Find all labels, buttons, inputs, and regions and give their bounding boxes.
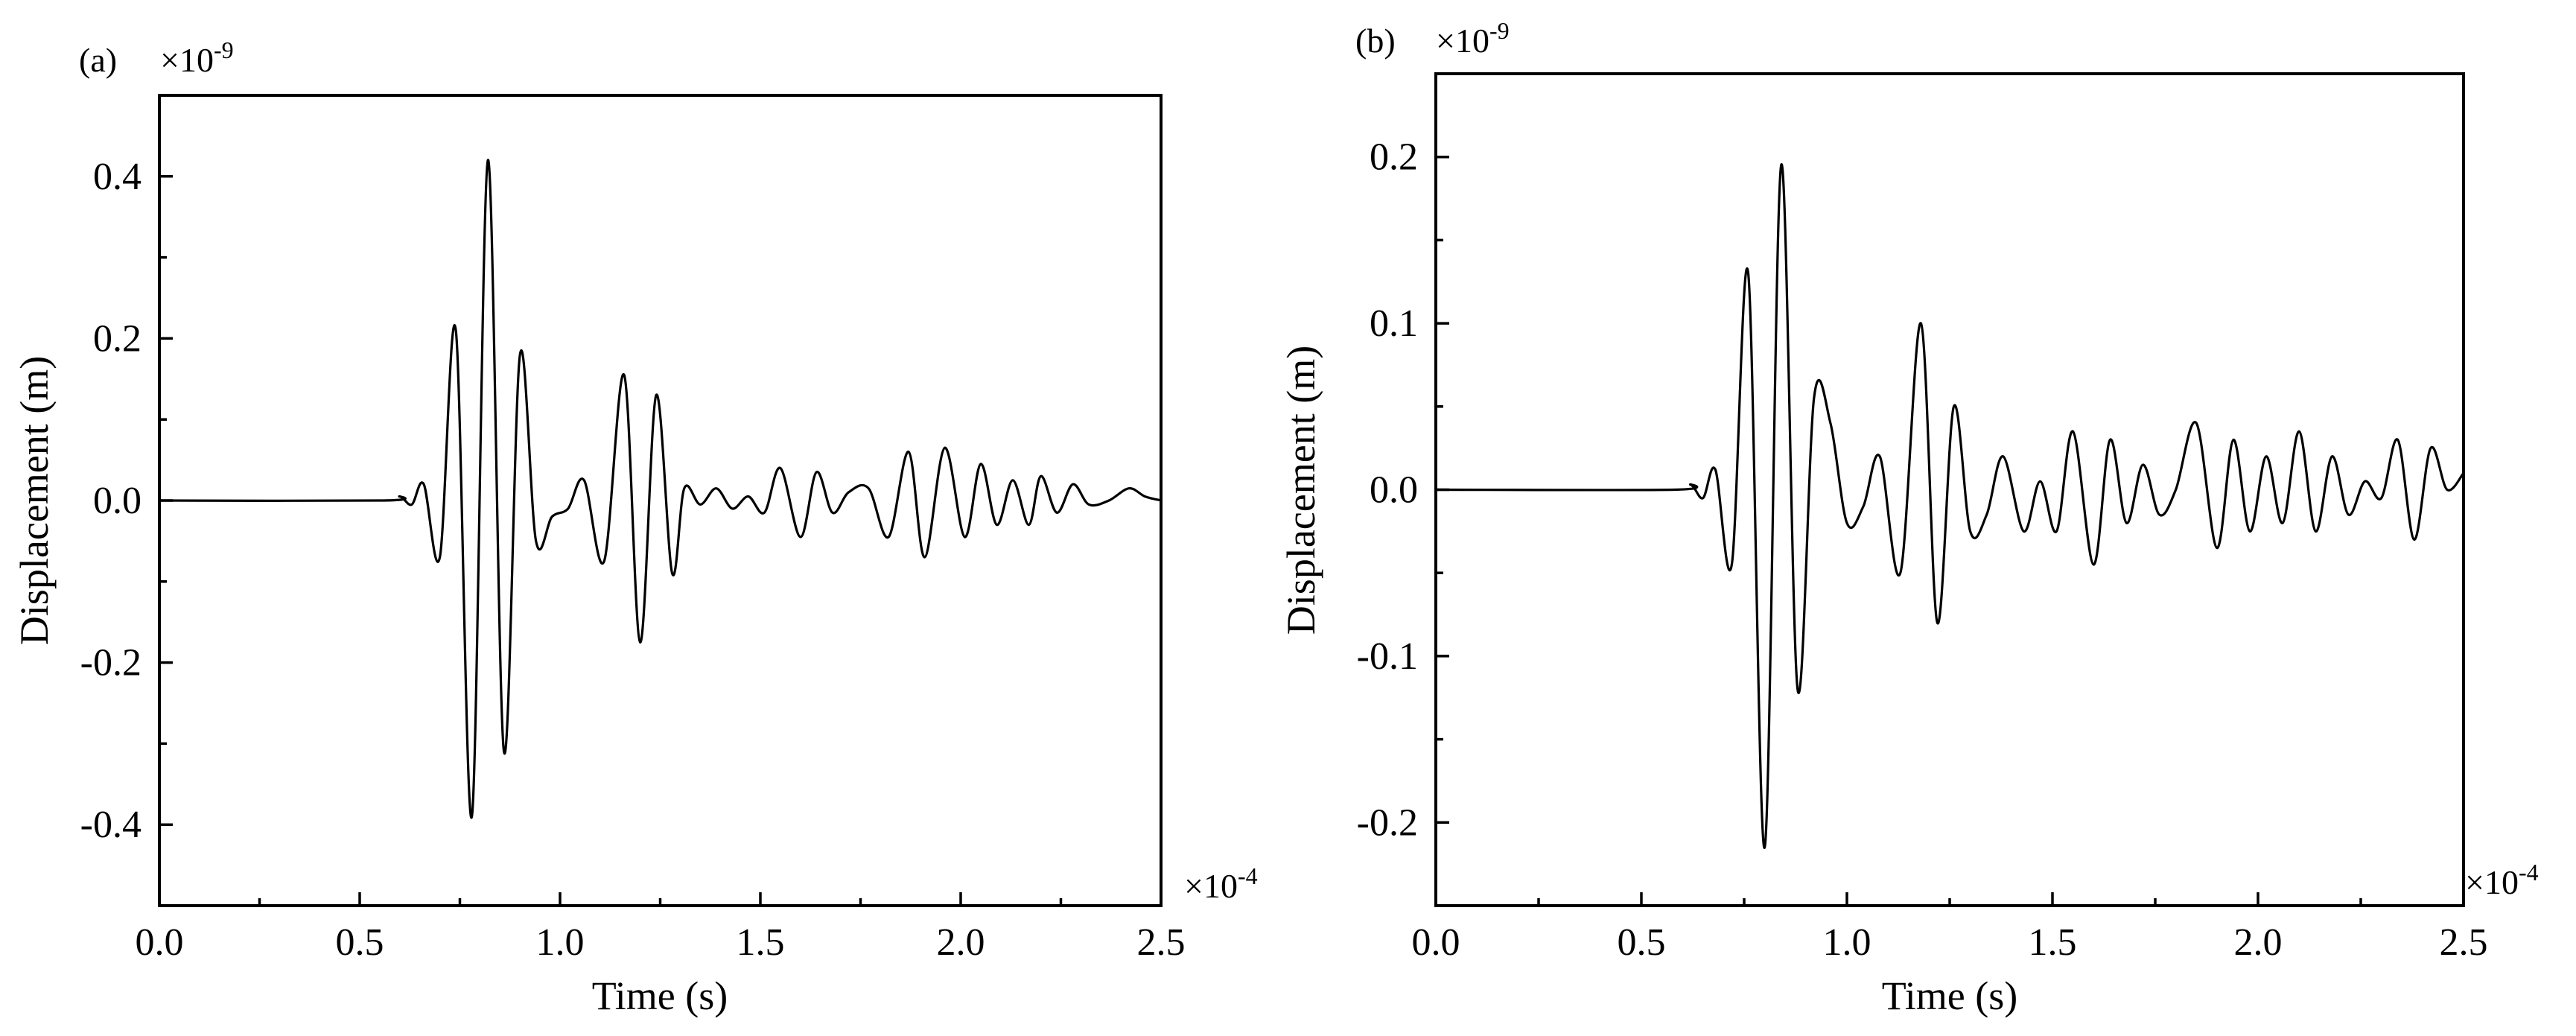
x-multiplier-a: ×10-4 (1184, 862, 1258, 905)
y-multiplier-a: ×10-9 (160, 36, 234, 79)
x-tick-label: 2.0 (937, 921, 985, 964)
panel-b: (b) ×10-9 ×10-4 -0.2 -0.1 0.0 0.1 0.2 0.0 0.5… (1279, 17, 2539, 1018)
x-tick-label: 1.5 (2029, 921, 2077, 964)
y-tick-label: 0.0 (1370, 469, 1418, 512)
panel-label-b: (b) (1355, 22, 1396, 60)
x-tick-label: 1.5 (737, 921, 785, 964)
x-axis-ticks-a: 0.0 0.5 1.0 1.5 2.0 2.5 (136, 892, 1186, 964)
x-axis-ticks-b: 0.0 0.5 1.0 1.5 2.0 2.5 (1412, 892, 2488, 964)
x-tick-label: 2.5 (1137, 921, 1186, 964)
x-tick-label: 2.0 (2234, 921, 2283, 964)
y-tick-label: 0.1 (1370, 302, 1418, 345)
x-axis-label-b: Time (s) (1882, 973, 2018, 1018)
x-tick-label: 0.5 (1618, 921, 1666, 964)
y-axis-label-b: Displacement (m) (1279, 346, 1323, 635)
y-tick-label: 0.4 (93, 156, 141, 198)
y-tick-label: -0.2 (1357, 801, 1418, 844)
x-tick-label: 0.0 (1412, 921, 1460, 964)
y-axis-ticks-b: -0.2 -0.1 0.0 0.1 0.2 (1357, 72, 1449, 907)
x-tick-label: 2.5 (2440, 921, 2488, 964)
displacement-curve-a (159, 159, 1162, 819)
y-tick-label: -0.4 (80, 804, 141, 846)
x-tick-label: 0.5 (336, 921, 384, 964)
y-tick-label: 0.0 (93, 480, 141, 522)
x-tick-label: 1.0 (1823, 921, 1871, 964)
x-tick-label: 0.0 (136, 921, 184, 964)
y-axis-label-a: Displacement (m) (12, 356, 57, 645)
y-tick-label: 0.2 (93, 317, 141, 360)
displacement-curve-b (1435, 163, 2465, 849)
panel-label-a: (a) (79, 41, 117, 79)
y-tick-label: 0.2 (1370, 136, 1418, 179)
x-axis-label-a: Time (s) (592, 973, 728, 1018)
x-tick-label: 1.0 (536, 921, 585, 964)
x-multiplier-b: ×10-4 (2465, 859, 2539, 901)
y-tick-label: -0.2 (80, 642, 141, 684)
y-multiplier-b: ×10-9 (1436, 17, 1510, 60)
y-tick-label: -0.1 (1357, 635, 1418, 678)
panel-a: (a) ×10-9 ×10-4 -0.4 -0.2 0.0 0.2 0.4 0.0 0.5… (12, 36, 1258, 1018)
y-axis-ticks-a: -0.4 -0.2 0.0 0.2 0.4 (80, 94, 173, 907)
